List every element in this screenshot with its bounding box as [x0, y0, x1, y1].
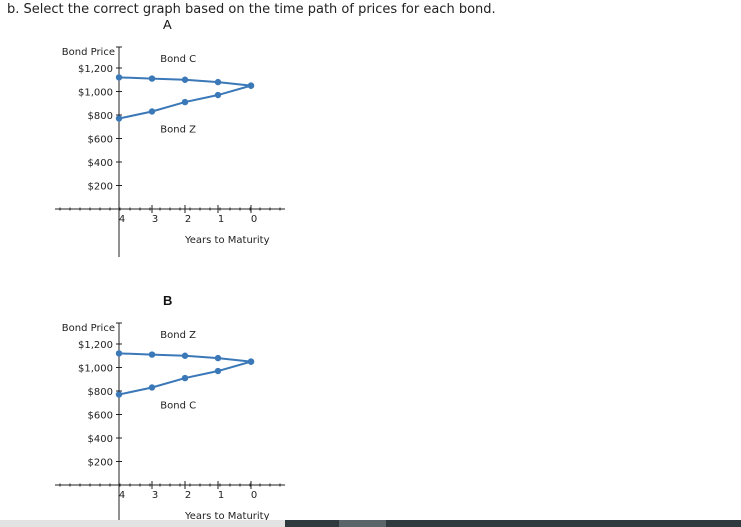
graph-b-series-point	[148, 384, 156, 391]
graph-b-x-tick-label: 4	[119, 490, 125, 501]
graph-b-series-point	[181, 352, 189, 359]
bottom-scrollbar[interactable]	[0, 520, 741, 527]
graph-b-chart[interactable]: Bond Price $1,200 $1,000 $800 $600 $400 $200 4 3…	[0, 311, 300, 522]
graph-b-y-tick-label: $600	[88, 411, 113, 422]
scrollbar-track-dark	[285, 520, 339, 527]
graph-a-x-tick-label: 1	[218, 214, 224, 225]
graph-a-x-tick-label: 4	[119, 214, 125, 225]
scrollbar-track-dark-2	[386, 520, 741, 527]
scrollbar-thumb[interactable]	[339, 520, 386, 527]
graph-b-x-axis-title: Years to Maturity	[184, 511, 270, 522]
graph-a-y-tick-label: $200	[88, 182, 113, 193]
graph-b-annotation-label: Bond C	[160, 401, 196, 412]
graph-a-y-tick-label: $400	[88, 158, 113, 169]
graph-b-series-point	[115, 350, 123, 357]
graph-a-annotation-label: Bond C	[160, 54, 196, 65]
graph-a-series-point	[214, 78, 222, 86]
graph-b-y-tick-label: $400	[88, 434, 113, 445]
graph-a-series-point	[115, 115, 123, 122]
graph-a-series-point	[214, 91, 222, 99]
graph-a-y-tick-label: $600	[88, 135, 113, 146]
graph-a-series-point	[148, 75, 156, 82]
graph-a-series-point	[181, 76, 189, 83]
graph-a-y-tick-label: $1,200	[78, 64, 113, 75]
graph-b-series-point	[148, 351, 156, 358]
graph-b-series-point	[214, 367, 222, 375]
graph-b-series-point	[181, 374, 189, 382]
graph-a-x-axis-title: Years to Maturity	[184, 235, 270, 246]
graph-a-series-point	[181, 98, 189, 106]
graph-b-x-tick-label: 3	[152, 490, 158, 501]
graph-a-y-axis-title: Bond Price	[62, 47, 115, 58]
graph-b-x-tick-label: 1	[218, 490, 224, 501]
graph-b-y-tick-label: $800	[88, 387, 113, 398]
graph-b-series-point	[115, 391, 123, 398]
graph-b-x-tick-label: 2	[185, 490, 191, 501]
graph-a-series-point	[115, 74, 123, 81]
graph-b-annotation-label: Bond Z	[160, 330, 196, 341]
graph-a-y-tick-label: $1,000	[78, 88, 113, 99]
graph-b-series-point	[214, 354, 222, 362]
graph-b-y-axis-title: Bond Price	[62, 323, 115, 334]
graph-b-x-tick-label: 0	[251, 490, 257, 501]
question-text: b. Select the correct graph based on the…	[7, 2, 496, 17]
graph-a-x-tick-label: 3	[152, 214, 158, 225]
graph-a-label[interactable]: A	[163, 17, 172, 32]
graph-a-x-tick-label: 2	[185, 214, 191, 225]
graph-b-label[interactable]: B	[163, 293, 173, 308]
graph-a-x-tick-label: 0	[251, 214, 257, 225]
graph-a-series-point	[247, 82, 255, 89]
graph-b-y-tick-label: $1,000	[78, 364, 113, 375]
graph-b-series-point	[247, 358, 255, 365]
graph-a-annotation-label: Bond Z	[160, 125, 196, 136]
graph-b-y-tick-label: $200	[88, 458, 113, 469]
graph-b-y-tick-label: $1,200	[78, 340, 113, 351]
graph-a-series-point	[148, 108, 156, 115]
graph-a-chart[interactable]: Bond Price $1,200 $1,000 $800 $600 $400 $200 4 3…	[0, 35, 300, 265]
graph-a-y-tick-label: $800	[88, 111, 113, 122]
